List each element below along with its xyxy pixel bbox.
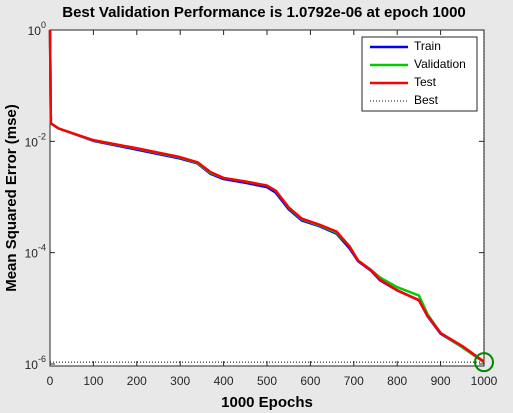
x-axis-label: 1000 Epochs xyxy=(221,394,313,411)
x-tick-label: 0 xyxy=(47,374,54,388)
y-tick-label: 10-6 xyxy=(25,354,46,372)
x-tick-label: 1000 xyxy=(471,374,498,388)
x-tick-label: 800 xyxy=(387,374,407,388)
y-axis-label: Mean Squared Error (mse) xyxy=(3,104,20,292)
x-tick-label: 900 xyxy=(431,374,451,388)
legend-box xyxy=(361,36,478,112)
x-tick-label: 300 xyxy=(170,374,190,388)
legend-label: Train xyxy=(414,39,441,53)
legend-label: Best xyxy=(414,93,439,107)
series-line xyxy=(48,29,485,363)
x-tick-label: 400 xyxy=(214,374,234,388)
legend-label: Test xyxy=(414,75,437,89)
chart-title: Best Validation Performance is 1.0792e-0… xyxy=(62,4,466,21)
best-marker xyxy=(474,352,494,373)
x-tick-label: 500 xyxy=(257,374,277,388)
y-tick-label: 100 xyxy=(28,20,46,38)
y-tick-label: 10-4 xyxy=(25,243,46,261)
y-tick-label: 10-2 xyxy=(25,132,46,150)
legend-label: Validation xyxy=(414,57,466,71)
x-tick-label: 100 xyxy=(83,374,103,388)
x-tick-label: 200 xyxy=(127,374,147,388)
x-tick-label: 600 xyxy=(300,374,320,388)
x-tick-label: 700 xyxy=(344,374,364,388)
